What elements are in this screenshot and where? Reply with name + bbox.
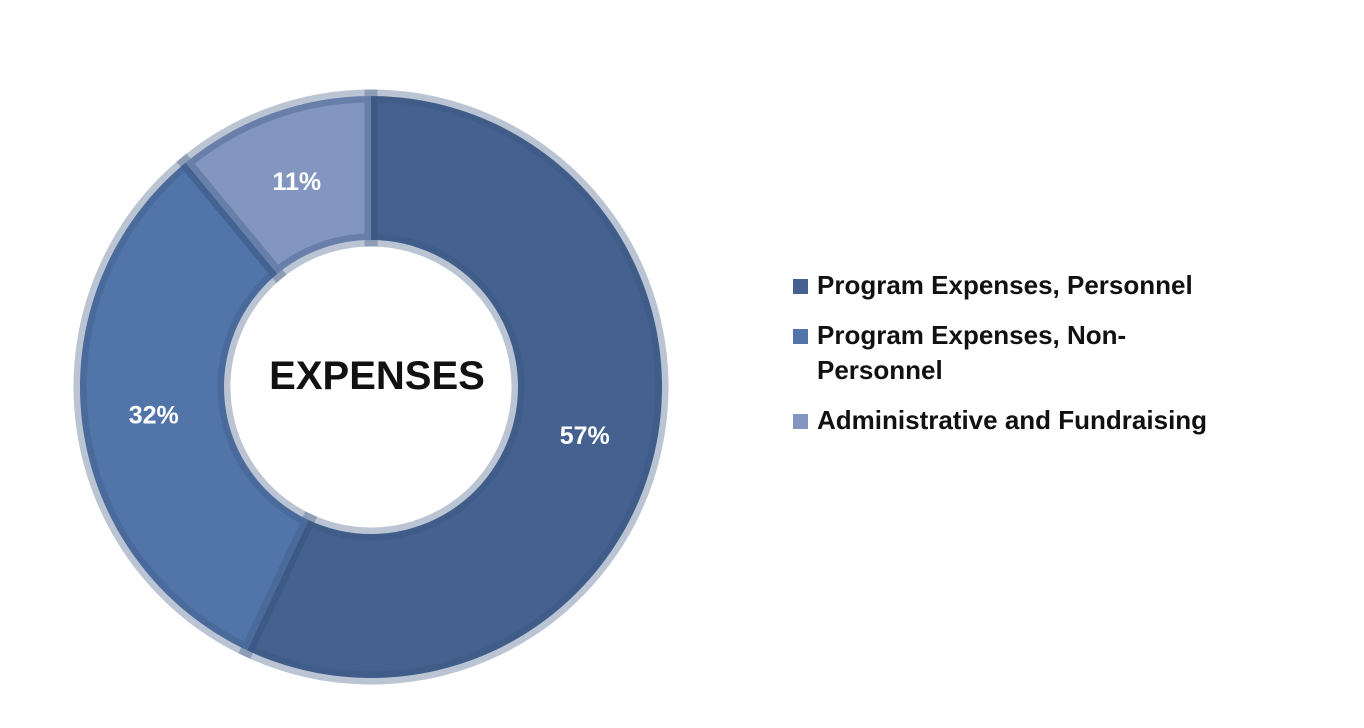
slice-administrative-fundraising [176,89,378,283]
legend-label: Program Expenses, Non-Personnel [817,320,1127,385]
legend-label: Program Expenses, Personnel [817,270,1193,300]
slice-value-label: 11% [272,168,321,196]
legend-item-administrative-fundraising: Administrative and Fundraising [793,403,1233,438]
legend-item-program-personnel: Program Expenses, Personnel [793,268,1233,303]
slice-program-personnel [238,89,669,685]
legend: Program Expenses, Personnel Program Expe… [793,268,1233,453]
slice-value-label: 32% [129,401,179,429]
slice-labels: 57% 32% 11% [129,168,610,450]
legend-label: Administrative and Fundraising [817,405,1208,435]
slice-program-non-personnel [73,153,318,659]
legend-swatch [793,414,808,429]
legend-item-program-non-personnel: Program Expenses, Non-Personnel [793,318,1233,388]
legend-swatch [793,329,808,344]
slice-value-label: 57% [560,422,610,450]
donut-slices [73,89,669,685]
center-label: EXPENSES [269,354,485,398]
legend-swatch [793,279,808,294]
